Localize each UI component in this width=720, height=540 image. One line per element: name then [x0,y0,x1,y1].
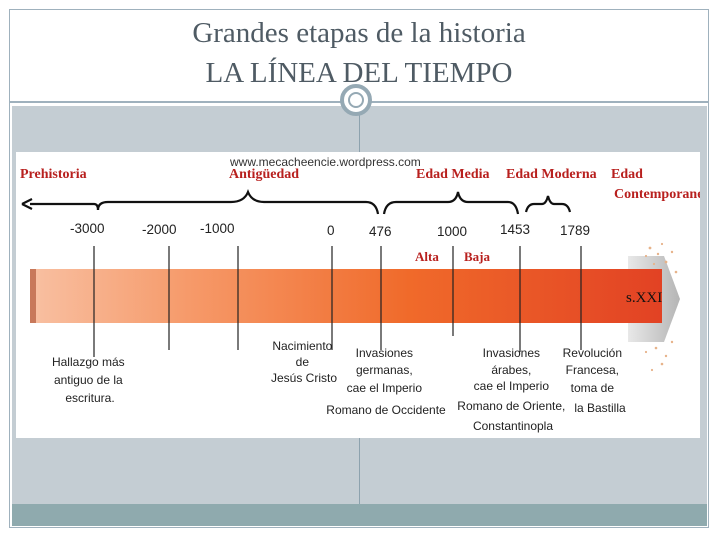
slide-frame [9,9,709,528]
event-escritura: Hallazgo más antiguo de la escritura. [52,355,128,405]
band-left-edge [30,269,36,323]
event-revolucion: Revolución Francesa, toma de la Bastilla [563,346,626,415]
year-1789: 1789 [560,223,590,238]
era-edad-contemporanea-2: Contemporanea [614,187,700,202]
title-ring-icon [340,84,372,116]
year-1453: 1453 [500,222,530,237]
era-edad-contemporanea-1: Edad [611,167,643,182]
era-edad-moderna: Edad Moderna [506,167,597,182]
year-minus-1000: -1000 [200,221,235,236]
era-edad-media: Edad Media [416,167,490,182]
era-prehistoria: Prehistoria [20,167,87,182]
antiguedad-brace [96,189,380,215]
slide-subtitle: LA LÍNEA DEL TIEMPO [205,57,513,89]
timeline-svg: www.mecacheencie.wordpress.com Prehistor… [20,155,700,433]
edad-media-brace [382,191,520,215]
end-label-sxxi: s.XXI [626,290,662,306]
year-476: 476 [369,224,392,239]
era-antiguedad: Antigüedad [229,167,299,182]
slide-title: Grandes etapas de la historia [192,17,526,49]
year-minus-3000: -3000 [70,221,105,236]
event-nacimiento: Nacimiento de Jesús Cristo [271,339,337,385]
prehistoria-bracket [21,198,100,211]
band-fill [30,269,662,323]
event-invasiones-arabes: Invasiones árabes, cae el Imperio Romano… [457,346,568,433]
label-baja: Baja [464,249,491,264]
timeline-image: www.mecacheencie.wordpress.com Prehistor… [16,152,700,438]
watermark-text: www.mecacheencie.wordpress.com [229,155,421,169]
timeline-band [30,256,680,342]
edad-moderna-brace [524,195,572,213]
year-1000: 1000 [437,224,467,239]
label-alta: Alta [415,249,439,264]
event-invasiones-germanas: Invasiones germanas, cae el Imperio Roma… [326,346,446,417]
year-minus-2000: -2000 [142,222,177,237]
year-0: 0 [327,223,335,238]
dotted-decoration [644,242,678,372]
tick-lines [93,246,582,357]
bottom-band [12,504,707,526]
